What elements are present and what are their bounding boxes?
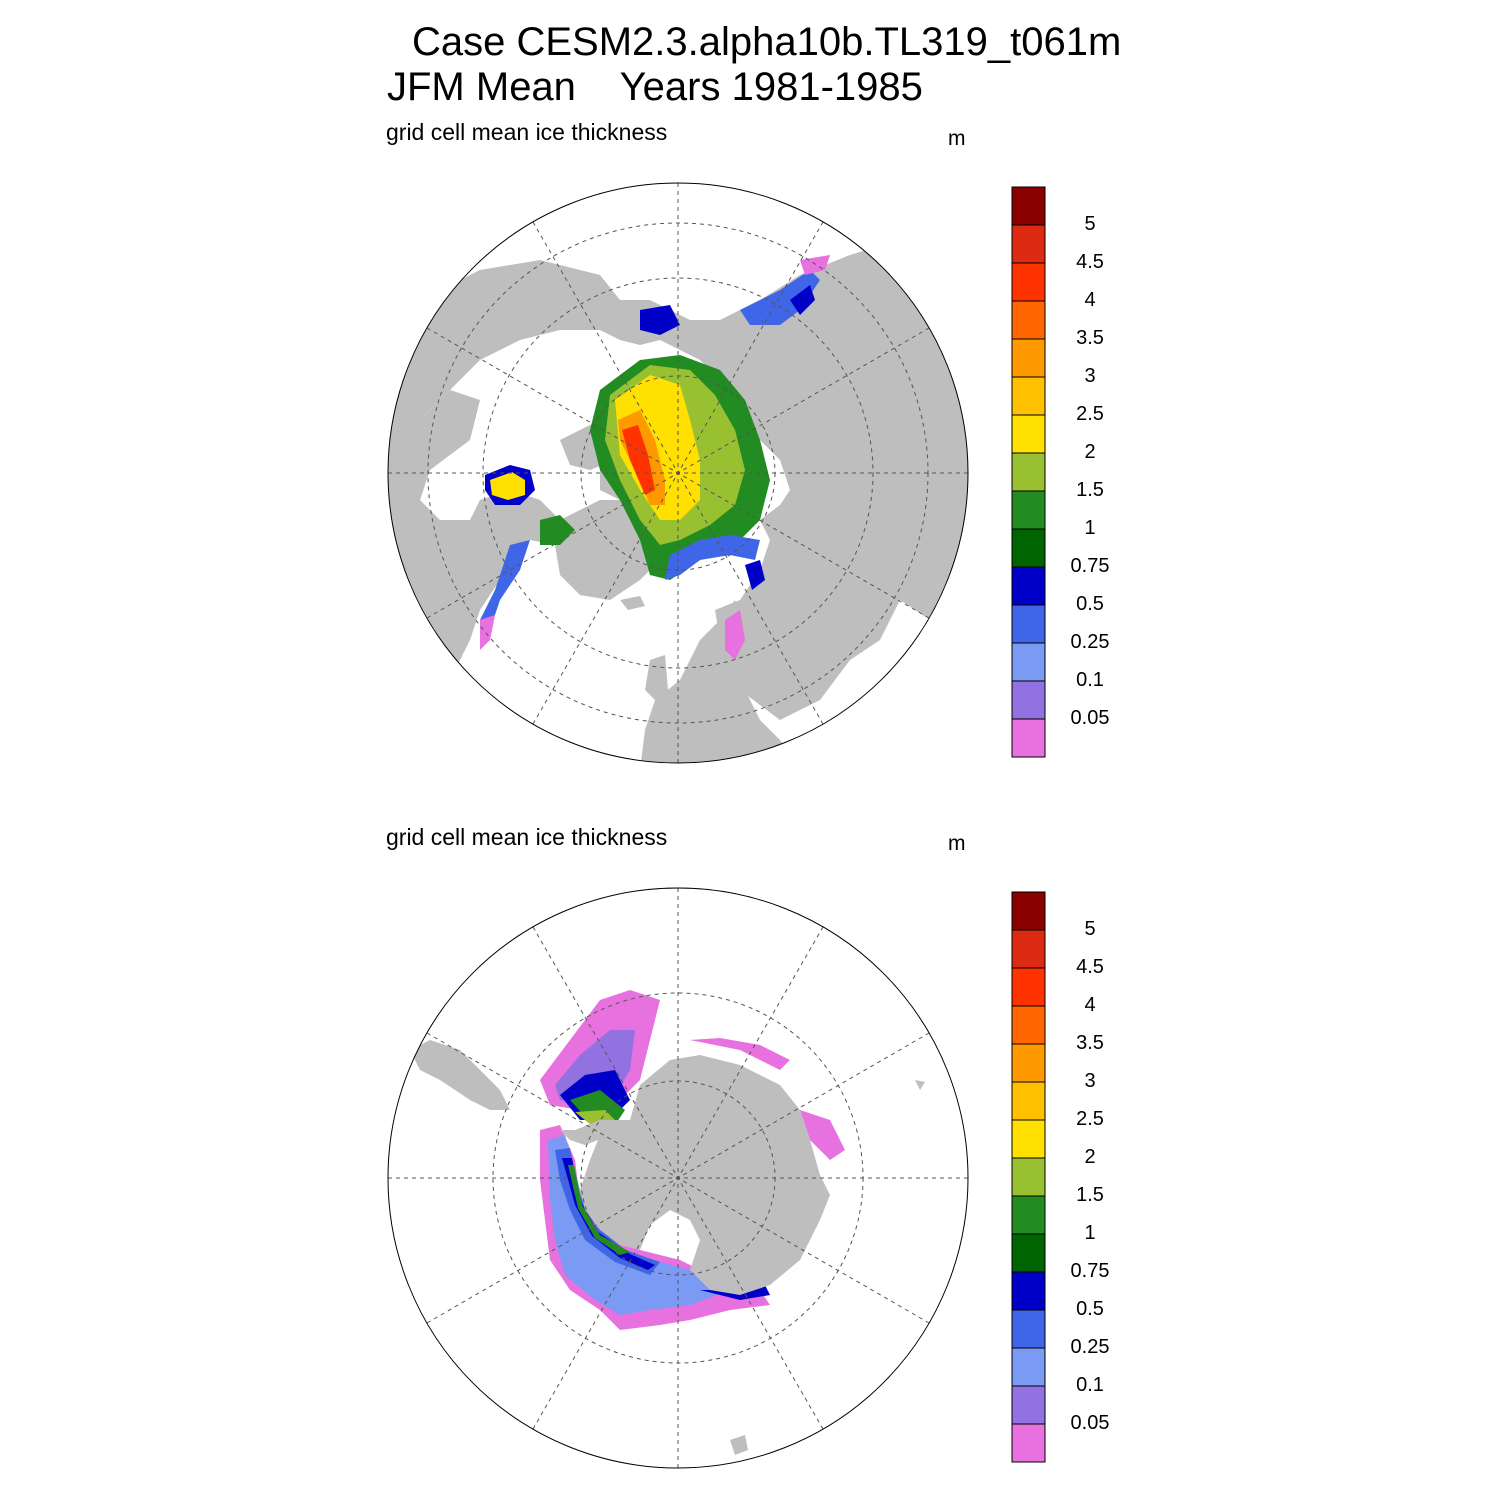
south-colorbar-swatch xyxy=(1011,891,1046,931)
north-colorbar-tick-label: 0.75 xyxy=(1070,555,1110,577)
arctic-sea-ice xyxy=(480,255,830,660)
north-colorbar-tick-label: 0.05 xyxy=(1070,707,1110,729)
south-colorbar-tick-label: 0.05 xyxy=(1070,1412,1110,1434)
north-colorbar-tick-label: 2.5 xyxy=(1076,403,1104,425)
north-colorbar-swatch xyxy=(1011,490,1046,530)
north-colorbar-tick-label: 0.1 xyxy=(1076,669,1104,691)
north-colorbar-swatch xyxy=(1011,642,1046,682)
south-colorbar-tick-label: 0.1 xyxy=(1076,1374,1104,1396)
south-panel-label: grid cell mean ice thickness xyxy=(386,824,668,850)
south-colorbar-swatch xyxy=(1011,967,1046,1007)
south-colorbar xyxy=(1011,891,1046,1463)
south-colorbar-tick-label: 4.5 xyxy=(1076,956,1104,978)
north-colorbar-tick-label: 0.5 xyxy=(1076,593,1104,615)
north-panel-label: grid cell mean ice thickness xyxy=(386,119,668,145)
south-colorbar-tick-label: 0.25 xyxy=(1070,1336,1110,1358)
arctic-map xyxy=(388,183,968,763)
south-colorbar-tick-label: 2.5 xyxy=(1076,1108,1104,1130)
south-colorbar-swatch xyxy=(1011,1005,1046,1045)
south-colorbar-swatch xyxy=(1011,1157,1046,1197)
main-title: Case CESM2.3.alpha10b.TL319_t061m xyxy=(412,20,1122,64)
south-colorbar-tick-label: 5 xyxy=(1084,918,1096,940)
north-colorbar-tick-label: 1.5 xyxy=(1076,479,1104,501)
south-colorbar-swatch xyxy=(1011,1385,1046,1425)
north-colorbar-tick-label: 0.25 xyxy=(1070,631,1110,653)
south-colorbar-tick-label: 2 xyxy=(1084,1146,1096,1168)
south-colorbar-tick-label: 4 xyxy=(1084,994,1096,1016)
subtitle-period: JFM Mean Years 1981-1985 xyxy=(387,65,923,109)
north-colorbar-tick-label: 4.5 xyxy=(1076,251,1104,273)
south-colorbar-tick-label: 3.5 xyxy=(1076,1032,1104,1054)
north-colorbar-swatch xyxy=(1011,186,1046,226)
north-colorbar-tick-label: 3 xyxy=(1084,365,1096,387)
north-colorbar-swatch xyxy=(1011,262,1046,302)
north-colorbar-swatch xyxy=(1011,680,1046,720)
south-colorbar-swatch xyxy=(1011,1195,1046,1235)
south-colorbar-tick-label: 3 xyxy=(1084,1070,1096,1092)
north-colorbar-tick-label: 1 xyxy=(1084,517,1096,539)
south-colorbar-swatch xyxy=(1011,1271,1046,1311)
north-colorbar-tick-label: 2 xyxy=(1084,441,1096,463)
south-graticule xyxy=(388,888,968,1468)
north-colorbar xyxy=(1011,186,1046,758)
antarctic-map xyxy=(388,888,968,1468)
south-colorbar-tick-label: 0.75 xyxy=(1070,1260,1110,1282)
south-colorbar-tick-label: 1 xyxy=(1084,1222,1096,1244)
north-colorbar-tick-label: 3.5 xyxy=(1076,327,1104,349)
south-land xyxy=(410,1040,925,1455)
south-colorbar-swatch xyxy=(1011,1081,1046,1121)
south-colorbar-swatch xyxy=(1011,1119,1046,1159)
south-colorbar-swatch xyxy=(1011,1423,1046,1463)
south-units-label: m xyxy=(948,832,966,855)
north-colorbar-swatch xyxy=(1011,452,1046,492)
north-colorbar-tick-label: 4 xyxy=(1084,289,1096,311)
south-colorbar-swatch xyxy=(1011,929,1046,969)
north-colorbar-tick-label: 5 xyxy=(1084,213,1096,235)
north-map-border xyxy=(387,182,969,764)
north-colorbar-swatch xyxy=(1011,414,1046,454)
north-colorbar-swatch xyxy=(1011,566,1046,606)
north-graticule xyxy=(388,183,968,763)
north-colorbar-swatch xyxy=(1011,300,1046,340)
north-colorbar-swatch xyxy=(1011,718,1046,758)
south-colorbar-swatch xyxy=(1011,1347,1046,1387)
north-colorbar-swatch xyxy=(1011,376,1046,416)
south-colorbar-tick-label: 1.5 xyxy=(1076,1184,1104,1206)
north-colorbar-swatch xyxy=(1011,224,1046,264)
south-colorbar-swatch xyxy=(1011,1233,1046,1273)
south-colorbar-swatch xyxy=(1011,1309,1046,1349)
south-colorbar-swatch xyxy=(1011,1043,1046,1083)
north-colorbar-swatch xyxy=(1011,338,1046,378)
south-colorbar-tick-label: 0.5 xyxy=(1076,1298,1104,1320)
south-map-border xyxy=(387,887,969,1469)
north-colorbar-swatch xyxy=(1011,604,1046,644)
north-colorbar-swatch xyxy=(1011,528,1046,568)
north-units-label: m xyxy=(948,127,966,150)
